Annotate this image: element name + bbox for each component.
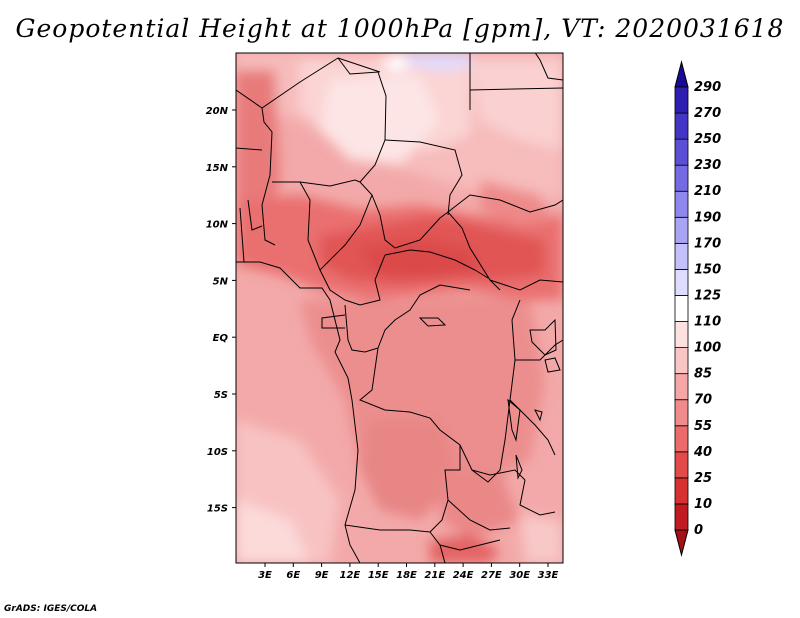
colorbar-label: 170 [694,236,721,251]
colorbar-label: 25 [694,471,712,486]
colorbar-label: 230 [694,158,721,173]
lon-tick-label: 33E [538,570,559,581]
lon-tick-label: 27E [481,570,502,581]
colorbar-swatch [674,503,689,531]
lon-tick-label: 30E [509,570,530,581]
lat-tick-label: EQ [213,333,229,344]
lon-tick-label: 21E [424,570,445,581]
lon-tick-label: 6E [286,570,300,581]
colorbar-swatch [674,321,689,348]
lon-tick-label: 18E [396,570,417,581]
colorbar-label: 290 [694,80,721,95]
lon-tick-label: 24E [453,570,474,581]
colorbar-swatch [674,190,689,218]
lat-tick-label: 15N [206,163,229,174]
colorbar-label: 250 [694,132,721,147]
map-title: Geopotential Height at 1000hPa [gpm], VT… [15,14,785,43]
colorbar-label: 0 [694,523,703,538]
lat-tick-label: 15S [207,504,228,515]
grads-credit: GrADS: IGES/COLA [4,604,98,614]
colorbar-max-triangle [674,60,689,88]
colorbar-swatch [674,451,689,479]
colorbar-label: 70 [694,393,712,408]
height-field [236,53,563,563]
colorbar: 0 10 25 40 55 70 85 100 110 125 150 170 190 210 230 250… [674,60,721,557]
country-borders [236,53,563,563]
lon-tick-label: 9E [315,570,329,581]
colorbar-min-triangle [674,529,689,557]
lat-tick-label: 5N [213,276,229,287]
colorbar-swatch [674,425,689,453]
lon-tick-label: 15E [368,570,389,581]
lat-tick-label: 10N [206,220,229,231]
colorbar-label: 55 [694,419,712,434]
colorbar-swatch [674,138,689,166]
colorbar-swatch [674,242,689,270]
colorbar-swatch [674,216,689,244]
colorbar-label: 210 [694,184,721,199]
lat-tick-label: 10S [207,447,228,458]
lat-tick-label: 5S [214,390,228,401]
colorbar-label: 100 [694,341,721,356]
colorbar-label: 125 [694,288,721,303]
colorbar-label: 40 [693,445,712,460]
colorbar-swatch [674,373,689,401]
colorbar-swatch [674,399,689,427]
colorbar-label: 85 [694,367,712,382]
lon-tick-label: 3E [258,570,272,581]
colorbar-label: 190 [694,210,721,225]
colorbar-swatch [674,347,689,375]
latitude-axis: 20N 15N 10N 5N EQ 5S 10S 15S [206,106,236,515]
colorbar-swatch [674,295,689,322]
colorbar-swatch [674,477,689,505]
longitude-axis: 3E 6E 9E 12E 15E 18E 21E 24E 27E 30E 33E [258,563,559,581]
colorbar-label: 150 [694,262,721,277]
colorbar-swatch [674,164,689,192]
colorbar-label: 10 [694,497,712,512]
colorbar-label: 270 [694,106,721,121]
map-frame [235,52,564,564]
lon-tick-label: 12E [340,570,361,581]
lat-tick-label: 20N [206,106,229,117]
colorbar-swatch [674,269,689,296]
colorbar-label: 110 [694,315,721,330]
colorbar-swatch [674,86,689,114]
colorbar-swatch [674,112,689,140]
